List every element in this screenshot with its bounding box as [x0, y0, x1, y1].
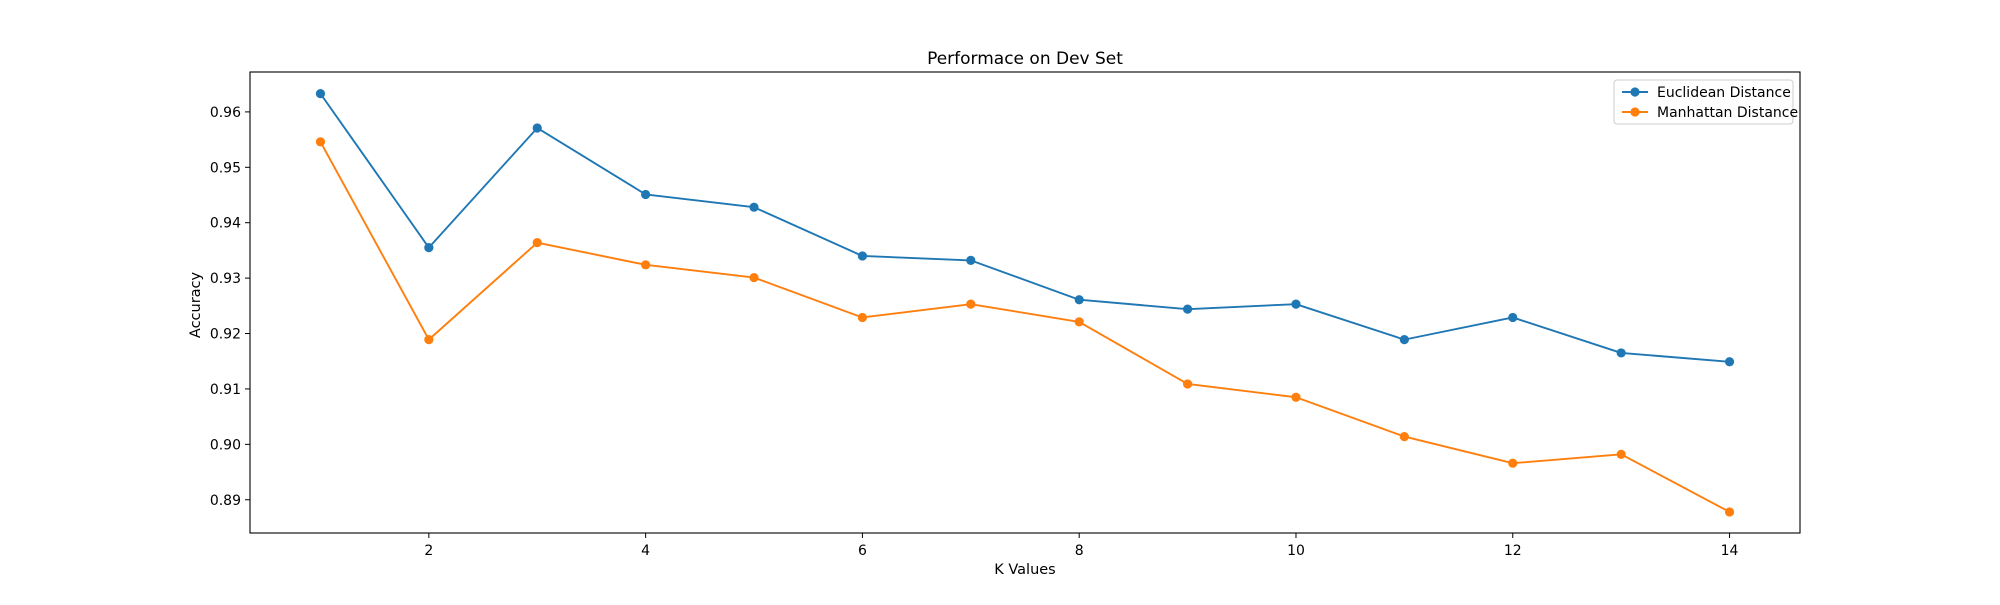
data-point: [1182, 379, 1193, 389]
y-tick-label: 0.96: [210, 105, 241, 121]
data-point: [966, 255, 976, 265]
data-point: [1508, 312, 1518, 323]
x-tick-label: 12: [1504, 543, 1522, 559]
data-point: [532, 238, 542, 248]
data-point: [315, 137, 326, 147]
x-tick-label: 10: [1287, 543, 1305, 559]
data-point: [1291, 392, 1301, 402]
series-manhattan-distance: [315, 137, 1735, 517]
chart-title: Performace on Dev Set: [927, 49, 1123, 69]
x-tick-label: 4: [641, 543, 650, 559]
data-point: [1074, 295, 1084, 305]
data-point: [1182, 304, 1193, 314]
x-tick-label: 2: [424, 543, 433, 559]
legend-swatch-marker: [1630, 107, 1640, 117]
y-tick-label: 0.95: [210, 160, 241, 176]
y-tick-label: 0.92: [210, 327, 241, 343]
series-line: [319, 93, 1730, 363]
plot-area-frame: [249, 71, 1801, 534]
data-point: [749, 202, 759, 212]
y-axis-label: Accuracy: [188, 271, 204, 338]
series-euclidean-distance: [315, 89, 1735, 367]
x-axis-label: K Values: [994, 562, 1056, 578]
series-line: [319, 141, 1730, 513]
data-point: [424, 243, 434, 253]
y-tick-label: 0.93: [210, 271, 241, 287]
y-tick-label: 0.90: [210, 437, 241, 453]
legend-swatch-marker: [1630, 87, 1640, 97]
legend-box: [1613, 79, 1794, 125]
y-axis-ticks: 0.89 0.90 0.91 0.92 0.93 0.94 0.95 0.96: [210, 105, 250, 509]
series-layer: [315, 89, 1735, 517]
data-point: [857, 251, 868, 261]
legend-entry-label: Manhattan Distance: [1657, 105, 1798, 121]
data-point: [532, 123, 542, 133]
data-point: [641, 189, 651, 200]
x-axis-ticks: 2 4 6 8 10 12 14: [424, 533, 1739, 559]
data-point: [1399, 335, 1409, 345]
data-point: [1508, 458, 1518, 468]
x-tick-label: 6: [858, 543, 867, 559]
data-point: [424, 335, 434, 345]
legend-entry-label: Euclidean Distance: [1657, 85, 1791, 101]
legend: Euclidean Distance Manhattan Distance: [1613, 79, 1798, 125]
data-point: [641, 260, 651, 270]
data-point: [315, 89, 326, 99]
data-point: [1724, 507, 1735, 517]
data-point: [857, 312, 868, 323]
x-tick-label: 8: [1075, 543, 1084, 559]
data-point: [749, 272, 759, 283]
y-tick-label: 0.89: [210, 493, 241, 509]
data-point: [1291, 299, 1301, 309]
x-tick-label: 14: [1721, 543, 1739, 559]
data-point: [1616, 348, 1626, 358]
data-point: [1074, 317, 1084, 327]
y-tick-label: 0.94: [210, 216, 241, 232]
data-point: [1399, 431, 1409, 442]
data-point: [1616, 449, 1626, 459]
data-point: [966, 299, 976, 309]
data-point: [1724, 357, 1735, 367]
y-tick-label: 0.91: [210, 382, 241, 398]
